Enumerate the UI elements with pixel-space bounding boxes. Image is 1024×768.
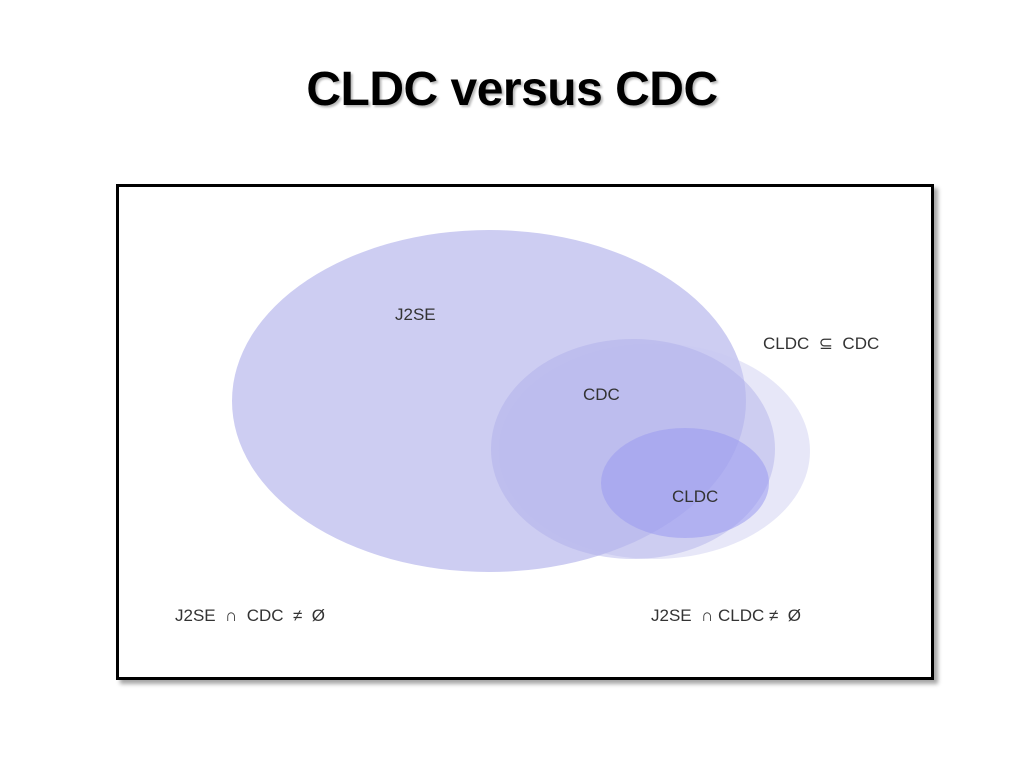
venn-diagram: J2SE CDC CLDC CLDC ⊆ CDC J2SE ∩ CDC ≠ Ø …: [175, 230, 879, 625]
cdc-label: CDC: [583, 385, 620, 404]
j2se-intersect-cdc-relation: J2SE ∩ CDC ≠ Ø: [175, 606, 325, 625]
cldc-set: [601, 428, 769, 538]
cldc-label: CLDC: [672, 487, 718, 506]
j2se-intersect-cldc-relation: J2SE ∩ CLDC ≠ Ø: [651, 606, 801, 625]
venn-diagram-frame: J2SE CDC CLDC CLDC ⊆ CDC J2SE ∩ CDC ≠ Ø …: [116, 184, 934, 680]
slide-title: CLDC versus CDC: [306, 63, 718, 116]
j2se-label: J2SE: [395, 305, 436, 324]
cldc-subset-cdc-relation: CLDC ⊆ CDC: [763, 334, 879, 353]
